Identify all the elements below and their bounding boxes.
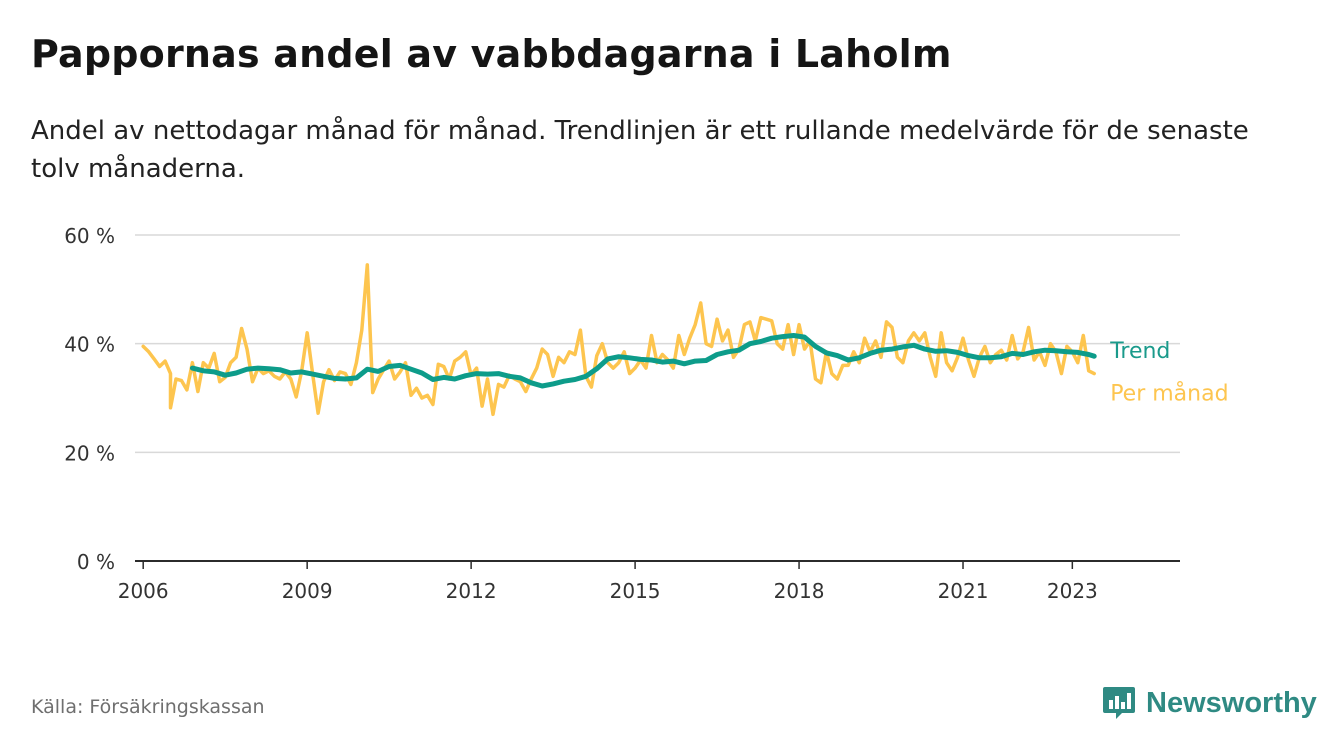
source-note: Källa: Försäkringskassan	[31, 696, 265, 718]
line-chart: 0 % 20 % 40 % 60 % 2006 2009 2012 2015 2018 2021…	[64, 224, 1228, 603]
chart-title: Pappornas andel av vabbdagarna i Laholm	[31, 32, 952, 76]
x-tick-label: 2006	[118, 579, 169, 603]
x-tick-label: 2012	[446, 579, 497, 603]
series-label-per-manad: Per månad	[1110, 381, 1228, 407]
series-line-per-manad	[141, 263, 1096, 417]
brand-name: Newsworthy	[1146, 686, 1317, 719]
series-labels: Per månad Trend	[1109, 339, 1228, 406]
series-label-trend: Trend	[1109, 339, 1170, 364]
y-tick-label: 60 %	[64, 224, 115, 248]
y-axis-ticks: 0 % 20 % 40 % 60 %	[64, 224, 115, 574]
newsworthy-logo: Newsworthy	[1102, 683, 1317, 723]
y-tick-label: 40 %	[64, 333, 115, 357]
series-line-trend	[189, 333, 1097, 389]
x-tick-label: 2009	[282, 579, 333, 603]
x-tick-label: 2018	[774, 579, 825, 603]
y-tick-label: 0 %	[77, 550, 115, 574]
y-tick-label: 20 %	[64, 441, 115, 465]
series-lines	[141, 263, 1097, 417]
x-tick-label: 2021	[938, 579, 989, 603]
x-tick-label: 2015	[610, 579, 661, 603]
grid-lines	[135, 234, 1180, 562]
x-tick-label: 2023	[1047, 579, 1098, 603]
chart-subtitle: Andel av nettodagar månad för månad. Tre…	[31, 116, 1249, 184]
newsworthy-icon	[1103, 687, 1135, 719]
x-axis-ticks: 2006 2009 2012 2015 2018 2021 2023	[118, 561, 1098, 603]
